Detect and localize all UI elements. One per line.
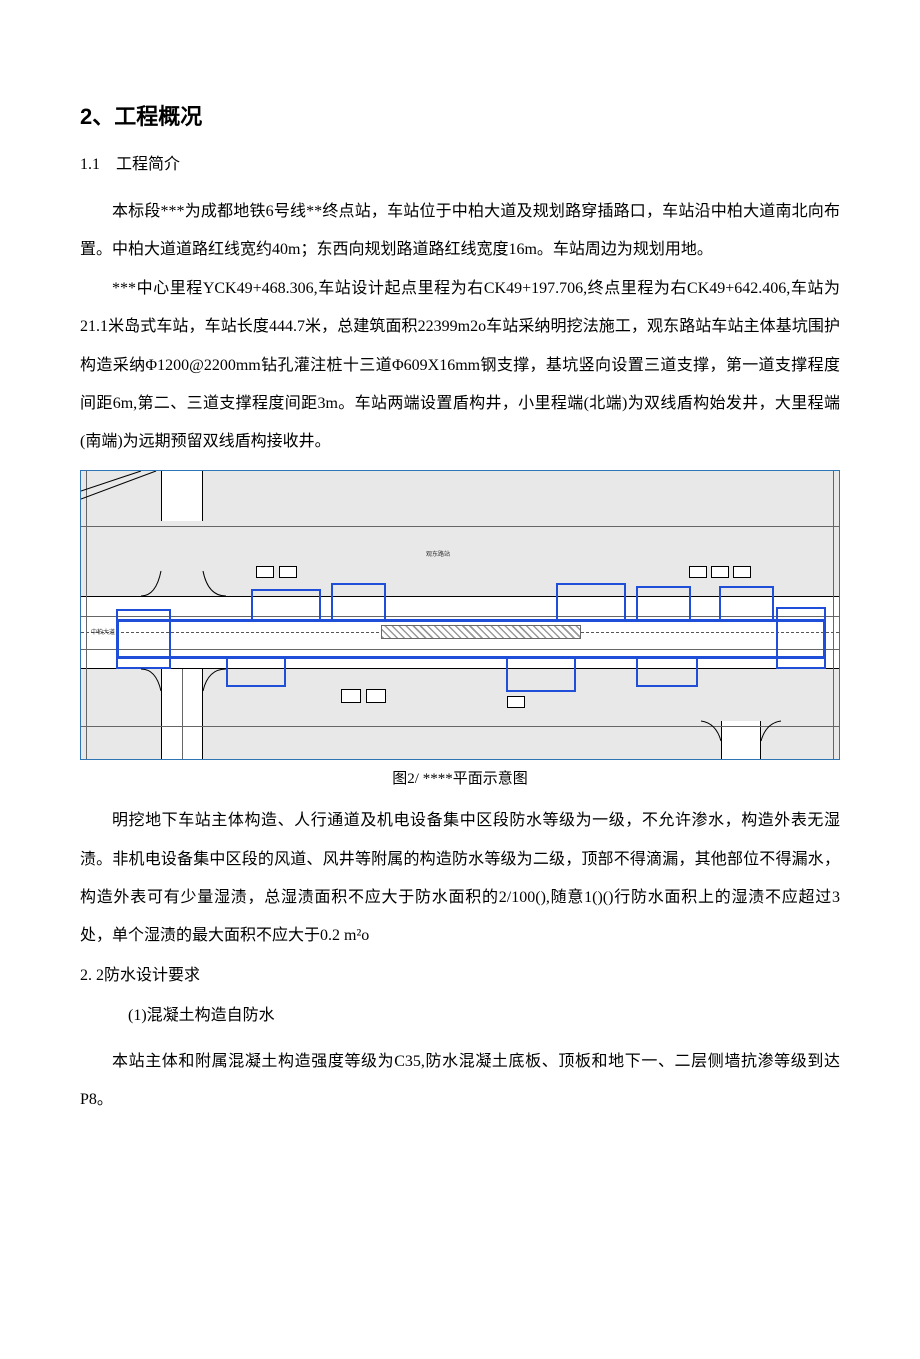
figure-caption: 图2/ ****平面示意图: [80, 768, 840, 791]
plan-drawing: 中柏大道 观东路站: [80, 470, 840, 760]
subsection-heading-2: 2. 2防水设计要求: [80, 964, 840, 988]
figure-container: 中柏大道 观东路站 图2/ ****平面示意图: [80, 470, 840, 791]
waterproof-paragraph: 明挖地下车站主体构造、人行通道及机电设备集中区段防水等级为一级，不允许渗水，构造…: [80, 802, 840, 956]
waterproof-item-1: (1)混凝土构造自防水: [80, 998, 840, 1033]
subsection-heading-1: 1.1 工程简介: [80, 153, 840, 177]
road-label: 中柏大道: [91, 629, 115, 638]
waterproof-design-paragraph: 本站主体和附属混凝土构造强度等级为C35,防水混凝土底板、顶板和地下一、二层侧墙…: [80, 1043, 840, 1120]
platform-hatch: [381, 625, 581, 639]
intro-paragraph-1: 本标段***为成都地铁6号线**终点站，车站位于中柏大道及规划路穿插路口，车站沿…: [80, 193, 840, 270]
section-title: 2、工程概况: [80, 100, 840, 133]
intro-paragraph-2: ***中心里程YCK49+468.306,车站设计起点里程为右CK49+197.…: [80, 270, 840, 462]
station-label: 观东路站: [426, 551, 450, 560]
